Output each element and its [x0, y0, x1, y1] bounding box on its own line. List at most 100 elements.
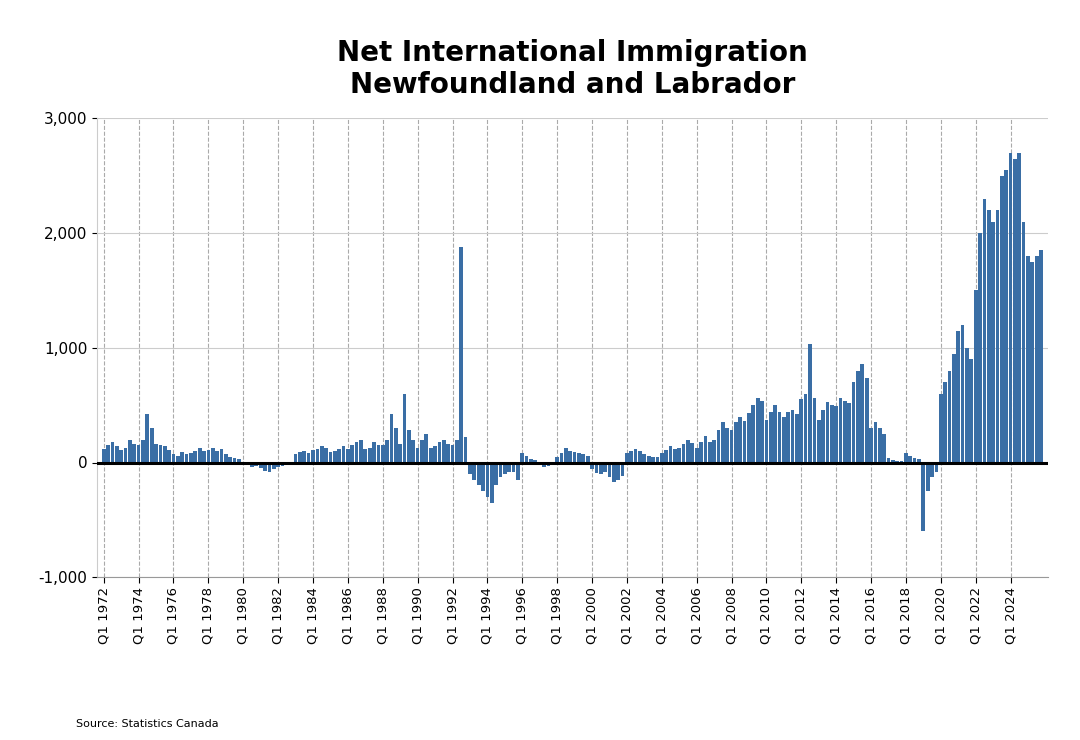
Bar	[219, 448, 224, 462]
Bar	[442, 440, 446, 462]
Bar	[812, 398, 816, 462]
Bar	[699, 442, 703, 462]
Bar	[825, 402, 829, 462]
Bar	[110, 442, 114, 462]
Bar	[124, 448, 127, 462]
Bar	[874, 423, 877, 462]
Bar	[102, 448, 106, 462]
Bar	[1009, 152, 1012, 462]
Bar	[129, 440, 132, 462]
Bar	[987, 210, 990, 462]
Bar	[568, 451, 572, 462]
Bar	[476, 462, 481, 485]
Bar	[686, 440, 690, 462]
Bar	[917, 459, 921, 462]
Bar	[913, 458, 917, 462]
Bar	[386, 440, 389, 462]
Bar	[232, 458, 237, 462]
Bar	[516, 462, 519, 480]
Bar	[966, 348, 969, 462]
Title: Net International Immigration
Newfoundland and Labrador: Net International Immigration Newfoundla…	[337, 39, 808, 99]
Bar	[829, 405, 834, 462]
Bar	[525, 456, 528, 462]
Bar	[804, 394, 808, 462]
Bar	[726, 428, 729, 462]
Bar	[608, 462, 611, 477]
Bar	[407, 431, 410, 462]
Bar	[512, 462, 515, 471]
Bar	[272, 462, 275, 469]
Bar	[900, 461, 903, 462]
Bar	[1039, 250, 1043, 462]
Bar	[264, 462, 267, 471]
Bar	[486, 462, 489, 497]
Bar	[455, 440, 459, 462]
Bar	[1013, 158, 1016, 462]
Bar	[664, 450, 669, 462]
Bar	[206, 450, 211, 462]
Bar	[799, 400, 804, 462]
Bar	[228, 457, 232, 462]
Bar	[747, 413, 751, 462]
Bar	[154, 444, 158, 462]
Bar	[350, 445, 354, 462]
Bar	[891, 460, 894, 462]
Bar	[381, 445, 384, 462]
Bar	[643, 454, 646, 462]
Bar	[835, 406, 838, 462]
Bar	[346, 448, 350, 462]
Bar	[647, 456, 650, 462]
Bar	[468, 462, 472, 474]
Bar	[677, 448, 681, 462]
Bar	[141, 440, 145, 462]
Bar	[459, 247, 463, 462]
Bar	[202, 451, 206, 462]
Bar	[703, 436, 707, 462]
Bar	[399, 444, 402, 462]
Bar	[224, 454, 228, 462]
Bar	[734, 423, 738, 462]
Bar	[983, 198, 986, 462]
Bar	[904, 454, 908, 462]
Bar	[246, 462, 249, 465]
Bar	[546, 462, 551, 466]
Bar	[159, 445, 162, 462]
Bar	[360, 440, 363, 462]
Bar	[572, 452, 577, 462]
Bar	[712, 440, 716, 462]
Bar	[769, 412, 772, 462]
Bar	[255, 462, 258, 466]
Bar	[669, 446, 673, 462]
Bar	[315, 448, 320, 462]
Bar	[189, 454, 193, 462]
Bar	[865, 377, 868, 462]
Bar	[604, 462, 607, 471]
Bar	[242, 462, 245, 464]
Bar	[743, 421, 746, 462]
Bar	[612, 462, 616, 482]
Bar	[433, 446, 437, 462]
Bar	[490, 462, 494, 502]
Bar	[786, 412, 791, 462]
Bar	[856, 371, 860, 462]
Bar	[957, 331, 960, 462]
Bar	[403, 394, 406, 462]
Bar	[499, 462, 502, 477]
Bar	[534, 460, 537, 462]
Bar	[211, 448, 215, 462]
Bar	[887, 458, 890, 462]
Bar	[215, 451, 219, 462]
Bar	[180, 452, 184, 462]
Bar	[529, 459, 532, 462]
Bar	[930, 462, 934, 477]
Bar	[590, 462, 594, 469]
Bar	[251, 462, 254, 467]
Bar	[450, 445, 455, 462]
Bar	[333, 451, 337, 462]
Bar	[133, 444, 136, 462]
Bar	[237, 459, 241, 462]
Bar	[577, 454, 581, 462]
Bar	[508, 462, 511, 471]
Bar	[721, 423, 725, 462]
Bar	[594, 462, 598, 473]
